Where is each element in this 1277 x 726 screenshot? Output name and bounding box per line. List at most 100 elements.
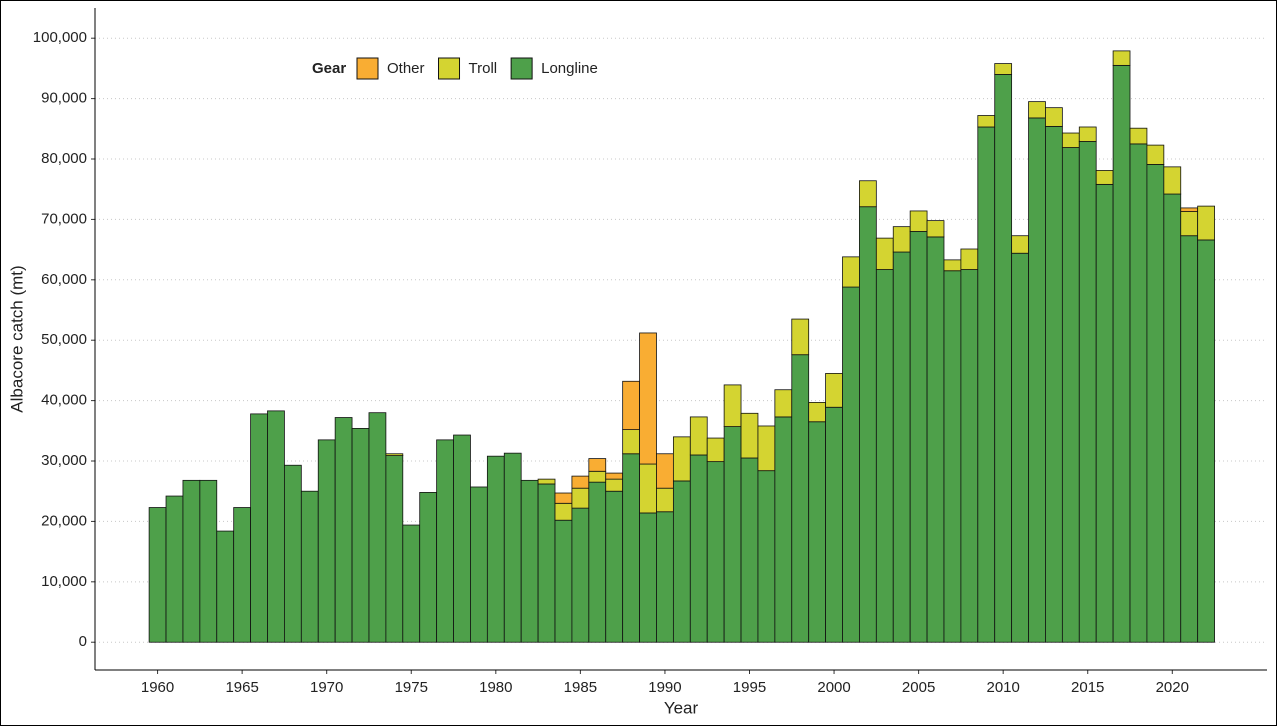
bar-segment xyxy=(1045,125,1063,643)
y-tick-label: 40,000 xyxy=(41,392,87,409)
bar-segment xyxy=(825,373,843,408)
bar-segment xyxy=(1028,101,1046,119)
bar-segment xyxy=(791,318,810,356)
bar-segment xyxy=(571,507,590,643)
x-tick-label: 1975 xyxy=(395,679,428,696)
bar-segment xyxy=(334,417,353,643)
bar-segment xyxy=(1163,166,1182,195)
bar-segment xyxy=(639,332,657,465)
bar-segment xyxy=(1197,205,1215,241)
bar-segment xyxy=(1011,235,1029,254)
bar-segment xyxy=(520,479,539,643)
y-tick-label: 30,000 xyxy=(41,452,87,469)
bar-segment xyxy=(554,502,573,521)
bar-segment xyxy=(909,231,928,643)
bar-segment xyxy=(267,410,285,643)
legend-label: Other xyxy=(387,60,425,77)
bar-segment xyxy=(1112,50,1131,66)
bar-segment xyxy=(165,495,184,643)
bar-segment xyxy=(284,464,302,643)
bar-segment xyxy=(774,389,793,418)
bar-segment xyxy=(977,126,996,643)
bar-segment xyxy=(977,115,996,128)
bar-segment xyxy=(419,492,438,643)
bar-segment xyxy=(216,530,235,643)
bar-segment xyxy=(656,511,674,643)
bar-segment xyxy=(791,354,810,643)
x-tick-label: 1970 xyxy=(310,679,343,696)
bar-segment xyxy=(453,434,471,643)
bar-segment xyxy=(875,237,894,270)
bar-segment xyxy=(1061,147,1080,643)
bar-segment xyxy=(486,455,505,643)
bar-segment xyxy=(1095,183,1114,643)
bar-segment xyxy=(1028,117,1046,643)
x-tick-label: 1990 xyxy=(648,679,681,696)
legend-swatch xyxy=(510,57,533,80)
bar-segment xyxy=(892,251,911,643)
bar-segment xyxy=(909,210,928,232)
bar-segment xyxy=(605,472,624,480)
bar-segment xyxy=(859,206,877,643)
bar-segment xyxy=(1045,107,1063,127)
bar-segment xyxy=(605,478,624,492)
bar-segment xyxy=(402,524,421,643)
bar-segment xyxy=(622,429,640,455)
bar-segment xyxy=(351,427,370,643)
legend-swatch xyxy=(356,57,379,80)
bar-segment xyxy=(757,425,776,472)
bar-segment xyxy=(436,439,454,643)
bar-segment xyxy=(892,226,911,253)
bar-segment xyxy=(656,453,674,489)
bar-segment xyxy=(723,384,742,427)
bar-segment xyxy=(994,63,1013,75)
bar-segment xyxy=(706,437,725,463)
x-tick-label: 2015 xyxy=(1071,679,1104,696)
bar-segment xyxy=(656,487,674,513)
bar-segment xyxy=(1112,64,1131,643)
x-tick-label: 1980 xyxy=(479,679,512,696)
bar-segment xyxy=(943,270,962,643)
y-tick-label: 60,000 xyxy=(41,271,87,288)
bar-segment xyxy=(808,402,826,423)
y-tick-label: 10,000 xyxy=(41,573,87,590)
bar-segment xyxy=(1180,235,1199,643)
bar-segment xyxy=(842,286,860,643)
bar-segment xyxy=(571,475,590,489)
legend-title: Gear xyxy=(312,60,346,77)
x-tick-label: 2010 xyxy=(986,679,1019,696)
x-tick-label: 2005 xyxy=(902,679,935,696)
bar-segment xyxy=(300,490,319,643)
bar-segment xyxy=(1146,164,1165,643)
bar-segment xyxy=(740,412,759,459)
bar-segment xyxy=(1095,170,1114,185)
y-tick-label: 80,000 xyxy=(41,150,87,167)
bar-segment xyxy=(470,486,488,643)
bar-segment xyxy=(842,256,860,288)
y-tick-label: 100,000 xyxy=(33,29,87,46)
bar-segment xyxy=(503,452,522,643)
bar-segment xyxy=(774,416,793,643)
bar-segment xyxy=(588,481,607,643)
bar-segment xyxy=(808,421,826,643)
x-tick-label: 1995 xyxy=(733,679,766,696)
bar-segment xyxy=(943,259,962,272)
bar-segment xyxy=(588,470,607,483)
y-tick-label: 50,000 xyxy=(41,331,87,348)
x-tick-label: 2000 xyxy=(817,679,850,696)
bar-segment xyxy=(926,236,945,643)
bar-segment xyxy=(385,453,404,456)
bar-segment xyxy=(706,461,725,643)
bar-segment xyxy=(639,512,657,643)
bar-segment xyxy=(689,416,708,456)
bar-segment xyxy=(1078,126,1097,142)
bar-segment xyxy=(639,463,657,514)
bar-segment xyxy=(588,458,607,472)
bar-segment xyxy=(1129,127,1148,145)
bar-segment xyxy=(740,457,759,643)
legend-label: Troll xyxy=(469,60,498,77)
bar-segment xyxy=(554,519,573,643)
bar-segment xyxy=(1197,239,1215,643)
y-tick-label: 70,000 xyxy=(41,210,87,227)
bar-segment xyxy=(1011,252,1029,643)
